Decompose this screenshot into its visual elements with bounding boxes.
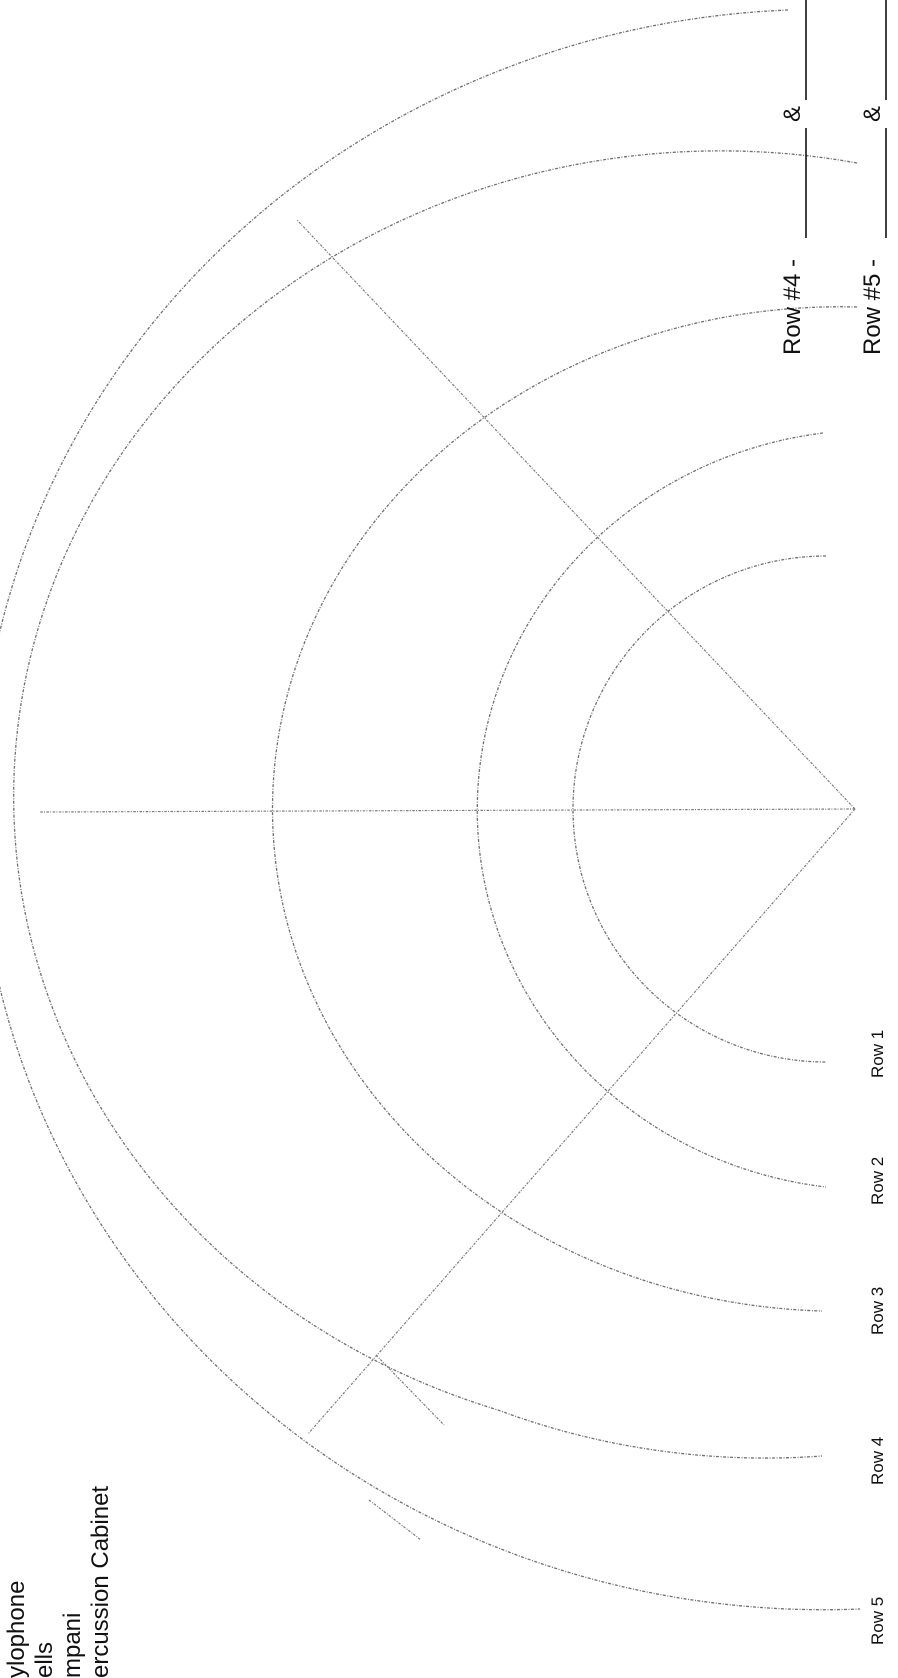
row-2-arc (476, 432, 827, 1188)
lower-ray (307, 808, 856, 1435)
row-5-ampersand: & (859, 106, 886, 122)
row-3-arc (271, 306, 858, 1312)
legend-item-1: ylophone (3, 1581, 30, 1678)
legend-item-2: ells (31, 1642, 58, 1678)
row-label-4: Row 4 (868, 1437, 887, 1485)
row-5-blank-label: Row #5 - (859, 259, 886, 355)
row-labels: Row 1 Row 2 Row 3 Row 4 Row 5 (868, 1030, 887, 1645)
legend-item-4: ercussion Cabinet (87, 1486, 114, 1678)
row-4-blank: Row #4 - & (779, 0, 807, 355)
row-4-ampersand: & (779, 106, 806, 122)
fill-in-blanks: Row #4 - & Row #5 - & (779, 0, 887, 355)
legend-item-3: mpani (59, 1613, 86, 1678)
row-5-blank: Row #5 - & (859, 0, 887, 355)
seating-arcs (0, 9, 861, 1611)
row-label-5: Row 5 (868, 1597, 887, 1645)
section-rays (39, 219, 856, 1541)
lower-ray-stub-2 (368, 1499, 422, 1541)
row-1-arc (572, 555, 827, 1063)
instrument-legend: ylophone ells mpani ercussion Cabinet (3, 1486, 114, 1678)
row-label-1: Row 1 (868, 1030, 887, 1078)
row-4-blank-label: Row #4 - (779, 259, 806, 355)
row-label-3: Row 3 (868, 1287, 887, 1335)
upper-ray (296, 219, 856, 810)
row-label-2: Row 2 (868, 1157, 887, 1205)
row-4-arc (13, 150, 858, 1459)
center-ray (39, 808, 856, 813)
lower-ray-stub (375, 1354, 445, 1426)
